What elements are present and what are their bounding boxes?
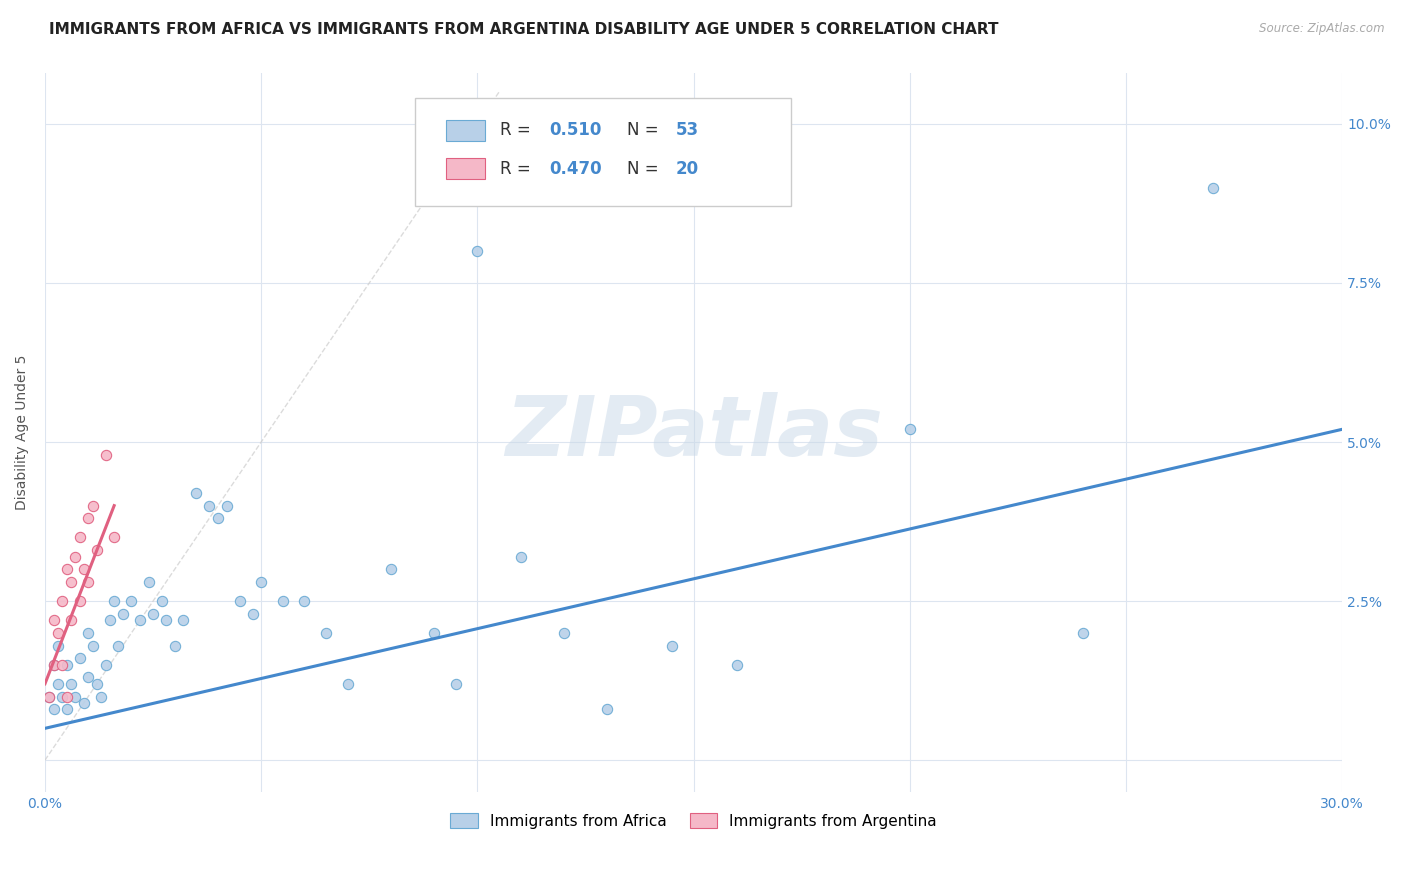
Point [294,594,316,608]
Point [207,511,229,525]
Point [77,670,100,684]
Text: 20: 20 [675,160,699,178]
Point [242,607,264,621]
Point [73,696,96,710]
Point [38,690,60,704]
Point [69,651,91,665]
Point [315,626,337,640]
Text: 0.470: 0.470 [550,160,602,178]
Point [55,690,77,704]
Point [82,639,104,653]
Point [38,690,60,704]
Point [250,574,273,589]
Point [271,594,294,608]
Point [65,549,87,564]
Y-axis label: Disability Age Under 5: Disability Age Under 5 [15,355,30,510]
Point [198,499,221,513]
Text: N =: N = [627,160,664,178]
Point [86,677,108,691]
Point [55,657,77,672]
Point [51,594,73,608]
Point [59,677,82,691]
Point [59,613,82,627]
Point [55,702,77,716]
Point [725,657,748,672]
Point [90,690,112,704]
Point [553,626,575,640]
Point [46,677,69,691]
Point [46,626,69,640]
Point [172,613,194,627]
Point [120,594,142,608]
FancyBboxPatch shape [415,98,792,206]
Point [129,613,152,627]
Point [55,562,77,576]
Point [69,594,91,608]
Point [444,677,467,691]
Point [69,531,91,545]
Point [138,574,160,589]
Bar [446,158,485,179]
Bar [446,120,485,141]
Point [423,626,446,640]
Point [186,486,208,500]
Text: 53: 53 [675,121,699,139]
Text: R =: R = [501,121,536,139]
Point [661,639,683,653]
Point [77,626,100,640]
Text: N =: N = [627,121,664,139]
Point [142,607,165,621]
Point [467,244,489,259]
Point [42,657,65,672]
Point [150,594,173,608]
Point [46,639,69,653]
Point [65,690,87,704]
Point [42,657,65,672]
Point [596,702,619,716]
Point [77,574,100,589]
Point [51,657,73,672]
Text: Source: ZipAtlas.com: Source: ZipAtlas.com [1260,22,1385,36]
Point [111,607,134,621]
Legend: Immigrants from Africa, Immigrants from Argentina: Immigrants from Africa, Immigrants from … [444,806,943,835]
Point [107,639,129,653]
Point [51,690,73,704]
Point [1071,626,1094,640]
Point [103,531,125,545]
Text: IMMIGRANTS FROM AFRICA VS IMMIGRANTS FROM ARGENTINA DISABILITY AGE UNDER 5 CORRE: IMMIGRANTS FROM AFRICA VS IMMIGRANTS FRO… [49,22,998,37]
Text: R =: R = [501,160,536,178]
Point [42,702,65,716]
Point [336,677,359,691]
Point [228,594,250,608]
Point [103,594,125,608]
Point [163,639,186,653]
Point [98,613,121,627]
Point [59,574,82,589]
Point [898,422,921,436]
Point [94,448,117,462]
Text: 0.510: 0.510 [550,121,602,139]
Point [73,562,96,576]
Text: ZIPatlas: ZIPatlas [505,392,883,473]
Point [215,499,238,513]
Point [86,543,108,558]
Point [155,613,177,627]
Point [1201,180,1223,194]
Point [77,511,100,525]
Point [94,657,117,672]
Point [82,499,104,513]
Point [509,549,531,564]
Point [380,562,402,576]
Point [42,613,65,627]
